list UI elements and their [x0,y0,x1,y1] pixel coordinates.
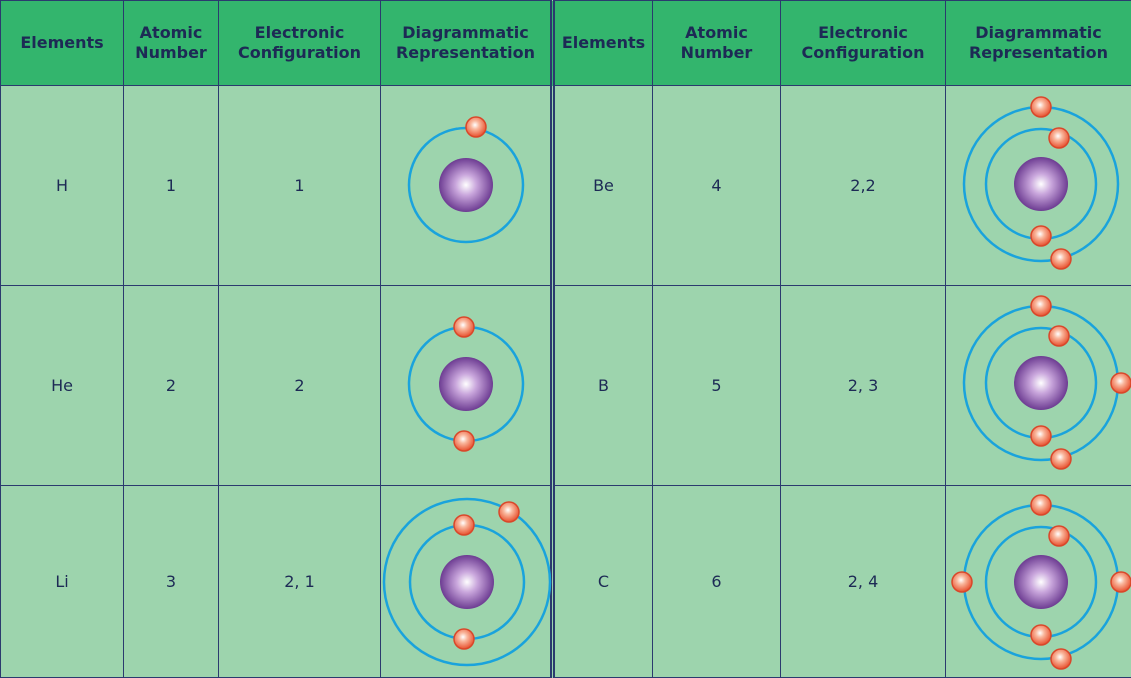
cell: 6 [653,486,781,678]
header-cell: Atomic Number [124,1,219,86]
cell: B [553,286,653,486]
cell: C [553,486,653,678]
cell: 4 [653,86,781,286]
cell: Li [1,486,124,678]
cell: 2, 1 [219,486,381,678]
table-row: He 2 2 B 5 2, 3 [1,286,1131,486]
cell: 1 [124,86,219,286]
diagram-cell [381,286,553,486]
cell: 2 [124,286,219,486]
header-cell: Electronic Configuration [219,1,381,86]
diagram-cell [946,86,1131,286]
cell: 2 [219,286,381,486]
cell: 3 [124,486,219,678]
cell: He [1,286,124,486]
diagram-cell [381,486,553,678]
cell: H [1,86,124,286]
cell: 2,2 [781,86,946,286]
table-row: H 1 1 Be 4 2,2 [1,86,1131,286]
cell: 2, 4 [781,486,946,678]
header-cell: Diagrammatic Representation [946,1,1131,86]
diagram-cell [946,286,1131,486]
header-cell: Electronic Configuration [781,1,946,86]
table-row: Li 3 2, 1 C 6 2, 4 [1,486,1131,678]
cell: 5 [653,286,781,486]
header-row: Elements Atomic Number Electronic Config… [1,1,1131,86]
header-cell: Elements [1,1,124,86]
cell: 1 [219,86,381,286]
diagram-cell [381,86,553,286]
header-cell: Atomic Number [653,1,781,86]
cell: Be [553,86,653,286]
header-cell: Elements [553,1,653,86]
diagram-cell [946,486,1131,678]
cell: 2, 3 [781,286,946,486]
header-cell: Diagrammatic Representation [381,1,553,86]
